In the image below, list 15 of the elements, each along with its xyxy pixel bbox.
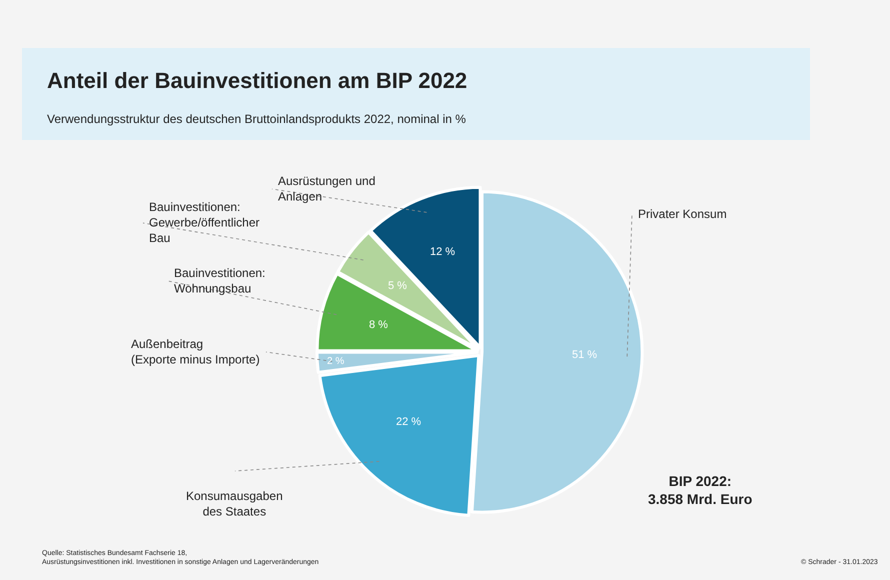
- slice-label: Bauinvestitionen: Gewerbe/öffentlicher Bau: [149, 200, 260, 246]
- chart-title: Anteil der Bauinvestitionen am BIP 2022: [47, 68, 468, 93]
- slice-label: Außenbeitrag (Exporte minus Importe): [131, 337, 260, 367]
- slice-label: Ausrüstungen und Anlagen: [278, 174, 376, 204]
- slice-label: Bauinvestitionen: Wohnungsbau: [174, 266, 266, 296]
- slice-label: Privater Konsum: [638, 207, 727, 221]
- data-label: 5 %: [388, 280, 408, 292]
- data-label: 51 %: [572, 349, 598, 361]
- data-label: 8 %: [369, 319, 388, 331]
- data-label: 2 %: [327, 356, 344, 367]
- text: BIP 2022: 3.858 Mrd. Euro: [648, 473, 752, 508]
- data-label: 12 %: [430, 246, 456, 258]
- slice-label: Konsumausgaben des Staates: [186, 489, 283, 519]
- data-label: 22 %: [396, 416, 422, 428]
- chart-subtitle: Verwendungsstruktur des deutschen Bruttoinlandsprodukts 2022, nominal in %: [47, 112, 466, 126]
